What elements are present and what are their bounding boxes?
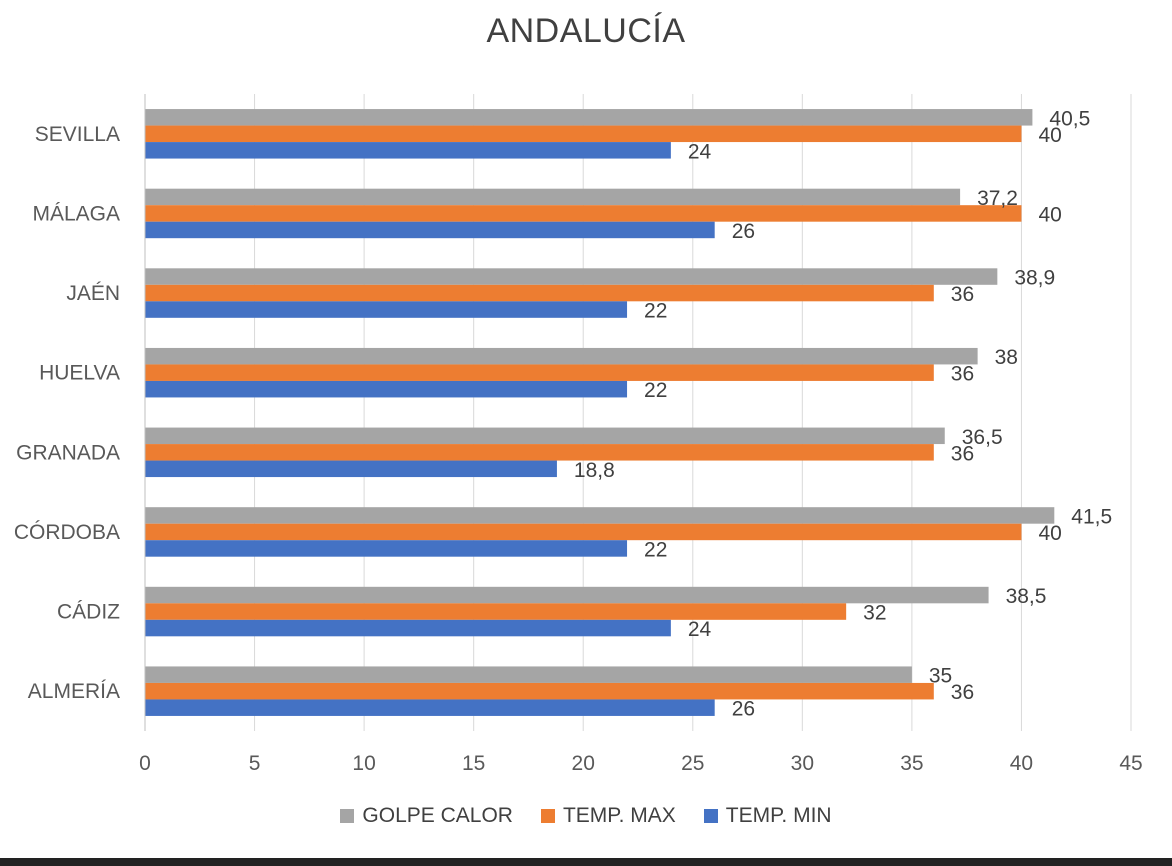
data-labels: 35362638,5322441,5402236,53618,838362238… [574, 107, 1112, 720]
bar[interactable] [145, 380, 628, 398]
x-tick-label: 20 [572, 752, 595, 775]
y-category-label: MÁLAGA [32, 202, 120, 225]
y-category-label: HUELVA [39, 362, 120, 385]
data-label: 35 [929, 665, 952, 688]
x-tick-label: 35 [900, 752, 923, 775]
legend-swatch-temp-min [703, 809, 718, 823]
data-label: 40,5 [1049, 107, 1090, 130]
x-tick-label: 0 [139, 752, 151, 775]
bar[interactable] [145, 109, 1033, 126]
data-label: 22 [644, 379, 667, 402]
data-label: 22 [644, 538, 667, 561]
legend-label-temp-max: TEMP. MAX [562, 804, 676, 827]
data-label: 32 [863, 602, 886, 625]
data-label: 40 [1038, 203, 1061, 226]
data-label: 38,9 [1014, 267, 1055, 290]
y-category-label: JAÉN [66, 282, 120, 305]
window-bottom-edge [0, 858, 1172, 866]
bar[interactable] [145, 507, 1055, 524]
bar[interactable] [145, 666, 912, 683]
bar[interactable] [145, 427, 945, 445]
data-label: 40 [1038, 522, 1061, 545]
bar[interactable] [145, 268, 998, 285]
bar[interactable] [145, 205, 1022, 222]
y-category-label: CÓRDOBA [14, 521, 120, 544]
data-label: 36 [951, 681, 974, 704]
y-category-label: GRANADA [16, 441, 120, 464]
axes: 0 5 10 15 20 25 30 35 40 45 ALMERÍA CÁDIZ CÓRDOBA GRA… [14, 94, 1143, 775]
x-tick-label: 45 [1119, 752, 1142, 775]
data-label: 24 [688, 140, 712, 163]
x-tick-label: 40 [1010, 752, 1033, 775]
legend-item-golpe-calor[interactable]: GOLPE CALOR [340, 804, 513, 828]
data-label: 37,2 [977, 187, 1018, 210]
bar[interactable] [145, 682, 934, 700]
data-label: 38,5 [1006, 585, 1047, 608]
bars [145, 109, 1055, 716]
x-tick-label: 25 [681, 752, 704, 775]
x-tick-label: 5 [249, 752, 261, 775]
data-label: 18,8 [574, 459, 615, 482]
chart-title: ANDALUCÍA [486, 12, 686, 50]
data-label: 36,5 [962, 426, 1003, 449]
bar[interactable] [145, 540, 628, 557]
bar[interactable] [145, 460, 557, 478]
data-label: 36 [951, 283, 974, 306]
legend-swatch-temp-max [540, 809, 555, 823]
bar[interactable] [145, 188, 961, 206]
legend-item-temp-max[interactable]: TEMP. MAX [540, 804, 676, 828]
bar[interactable] [145, 699, 715, 716]
data-label: 26 [732, 220, 755, 243]
x-tick-label: 15 [462, 752, 485, 775]
bar[interactable] [145, 142, 671, 159]
bar[interactable] [145, 603, 847, 620]
bar[interactable] [145, 523, 1022, 541]
x-tick-label: 30 [791, 752, 814, 775]
bar[interactable] [145, 586, 989, 604]
y-category-label: CÁDIZ [57, 601, 120, 624]
bar[interactable] [145, 125, 1022, 143]
bar[interactable] [145, 364, 934, 381]
bar[interactable] [145, 221, 715, 239]
y-category-label: ALMERÍA [28, 680, 120, 703]
y-category-label: SEVILLA [35, 123, 120, 146]
data-label: 36 [951, 442, 974, 465]
bar[interactable] [145, 619, 671, 637]
data-label: 40 [1038, 124, 1061, 147]
data-label: 36 [951, 363, 974, 386]
data-label: 38 [995, 346, 1018, 369]
legend-swatch-golpe-calor [340, 809, 355, 823]
bar[interactable] [145, 301, 628, 318]
data-label: 26 [732, 698, 755, 721]
bar[interactable] [145, 444, 934, 461]
data-label: 41,5 [1071, 505, 1112, 528]
x-tick-label: 10 [352, 752, 375, 775]
legend: GOLPE CALOR TEMP. MAX TEMP. MIN [0, 804, 1172, 828]
bar[interactable] [145, 284, 934, 302]
data-label: 24 [688, 618, 712, 641]
bar[interactable] [145, 347, 978, 365]
legend-item-temp-min[interactable]: TEMP. MIN [703, 804, 832, 828]
legend-label-golpe-calor: GOLPE CALOR [362, 804, 513, 827]
legend-label-temp-min: TEMP. MIN [725, 804, 832, 827]
data-label: 22 [644, 300, 667, 323]
